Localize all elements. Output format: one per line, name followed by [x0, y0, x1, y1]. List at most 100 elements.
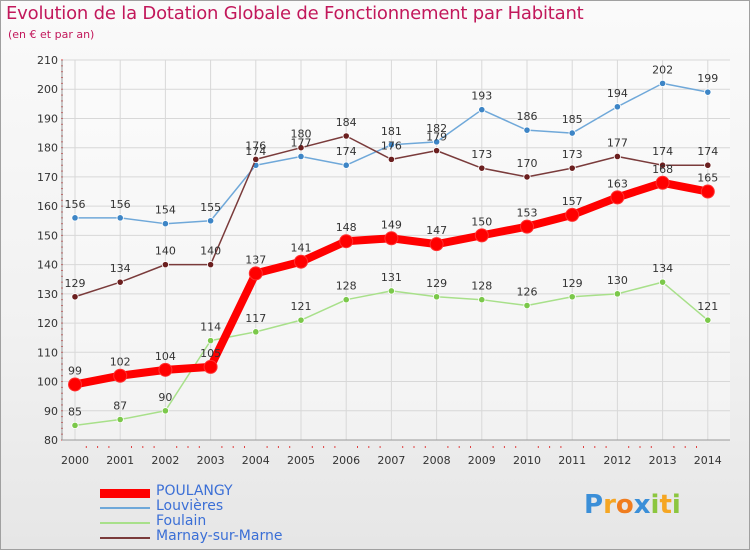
y-tick-label: 200: [37, 83, 58, 96]
data-point-louvieres: [568, 129, 576, 137]
data-point-poulangy: [203, 359, 218, 374]
data-point-foulain: [568, 293, 576, 301]
x-tick-label: 2011: [558, 454, 586, 467]
data-point-foulain: [523, 301, 531, 310]
data-label-poulangy: 148: [336, 221, 357, 234]
data-label-poulangy: 165: [697, 172, 718, 185]
data-point-foulain: [658, 278, 667, 286]
proxiti-logo: Proxiti: [584, 490, 681, 520]
data-label-poulangy: 102: [110, 356, 131, 369]
data-point-foulain: [71, 421, 79, 429]
data-label-marnay-sur-marne: 170: [517, 157, 538, 170]
data-label-foulain: 131: [381, 271, 402, 284]
data-point-poulangy: [700, 184, 715, 199]
data-label-louvieres: 199: [697, 72, 718, 85]
logo-letter: r: [603, 490, 616, 520]
data-label-marnay-sur-marne: 129: [65, 277, 86, 290]
data-label-poulangy: 147: [426, 224, 447, 237]
y-tick-label: 90: [44, 405, 58, 418]
x-tick-label: 2000: [61, 454, 89, 467]
y-tick-label: 160: [37, 200, 58, 213]
x-tick-label: 2010: [513, 454, 541, 467]
logo-letter: i: [671, 490, 681, 520]
data-label-louvieres: 156: [65, 198, 86, 211]
y-tick-label: 100: [37, 376, 58, 389]
plot-area: [62, 60, 730, 440]
data-point-louvieres: [297, 152, 305, 161]
data-label-louvieres: 185: [562, 113, 583, 126]
y-tick-label: 80: [44, 434, 58, 447]
data-label-marnay-sur-marne: 140: [200, 245, 221, 258]
data-point-poulangy: [113, 368, 128, 383]
data-point-foulain: [704, 316, 712, 324]
y-tick-label: 210: [37, 54, 58, 67]
logo-letter: x: [633, 490, 651, 520]
data-label-marnay-sur-marne: 176: [381, 139, 402, 152]
data-point-louvieres: [613, 103, 622, 111]
y-tick-label: 140: [37, 259, 58, 272]
data-label-louvieres: 174: [336, 145, 357, 158]
data-point-foulain: [161, 407, 169, 415]
data-label-foulain: 129: [562, 277, 583, 290]
data-point-marnay-sur-marne: [71, 293, 79, 301]
legend-swatch-marnay-sur-marne: [100, 537, 150, 539]
x-tick-label: 2008: [423, 454, 451, 467]
x-tick-label: 2001: [106, 454, 134, 467]
data-point-foulain: [342, 296, 350, 304]
data-label-marnay-sur-marne: 173: [562, 148, 583, 161]
data-label-louvieres: 182: [426, 122, 447, 135]
data-point-foulain: [252, 328, 260, 336]
x-tick-label: 2009: [468, 454, 496, 467]
legend-label-poulangy: POULANGY: [156, 483, 233, 499]
legend-label-louvieres: Louvières: [156, 498, 224, 514]
data-point-poulangy: [384, 231, 399, 246]
data-label-foulain: 121: [291, 300, 312, 313]
data-point-marnay-sur-marne: [478, 164, 486, 172]
data-label-marnay-sur-marne: 174: [697, 145, 718, 158]
data-point-foulain: [432, 293, 441, 301]
y-tick-label: 130: [37, 288, 58, 301]
data-label-louvieres: 174: [245, 145, 266, 158]
data-point-marnay-sur-marne: [207, 261, 215, 269]
x-tick-label: 2006: [332, 454, 360, 467]
data-point-poulangy: [610, 190, 625, 205]
y-tick-label: 190: [37, 112, 58, 125]
data-label-marnay-sur-marne: 173: [471, 148, 492, 161]
data-label-foulain: 134: [652, 262, 673, 275]
data-label-louvieres: 156: [110, 198, 131, 211]
y-tick-label: 120: [37, 317, 58, 330]
data-point-louvieres: [342, 161, 350, 169]
data-label-marnay-sur-marne: 176: [245, 139, 266, 152]
data-label-foulain: 128: [471, 280, 492, 293]
x-tick-label: 2013: [649, 454, 677, 467]
data-label-foulain: 114: [200, 321, 221, 334]
data-point-marnay-sur-marne: [568, 164, 576, 172]
data-point-louvieres: [704, 88, 712, 96]
data-point-louvieres: [432, 138, 441, 146]
data-point-poulangy: [339, 234, 354, 249]
legend-swatch-poulangy: [100, 489, 150, 498]
data-label-poulangy: 163: [607, 177, 628, 190]
x-tick-label: 2003: [197, 454, 225, 467]
data-label-marnay-sur-marne: 177: [607, 136, 628, 149]
data-point-poulangy: [565, 207, 580, 222]
data-point-foulain: [478, 296, 486, 304]
data-label-foulain: 90: [158, 391, 172, 404]
data-label-poulangy: 99: [68, 364, 82, 377]
data-label-poulangy: 168: [652, 163, 673, 176]
y-tick-label: 150: [37, 229, 58, 242]
data-label-foulain: 117: [245, 312, 266, 325]
data-point-louvieres: [523, 126, 531, 134]
data-point-poulangy: [520, 219, 534, 234]
x-tick-label: 2014: [694, 454, 722, 467]
data-label-foulain: 128: [336, 280, 357, 293]
data-point-foulain: [387, 287, 395, 295]
data-label-poulangy: 157: [562, 195, 583, 208]
data-point-louvieres: [116, 214, 124, 222]
logo-letter: P: [584, 490, 604, 520]
data-point-marnay-sur-marne: [613, 152, 622, 161]
logo-letter: o: [615, 490, 634, 520]
data-point-marnay-sur-marne: [116, 278, 124, 286]
